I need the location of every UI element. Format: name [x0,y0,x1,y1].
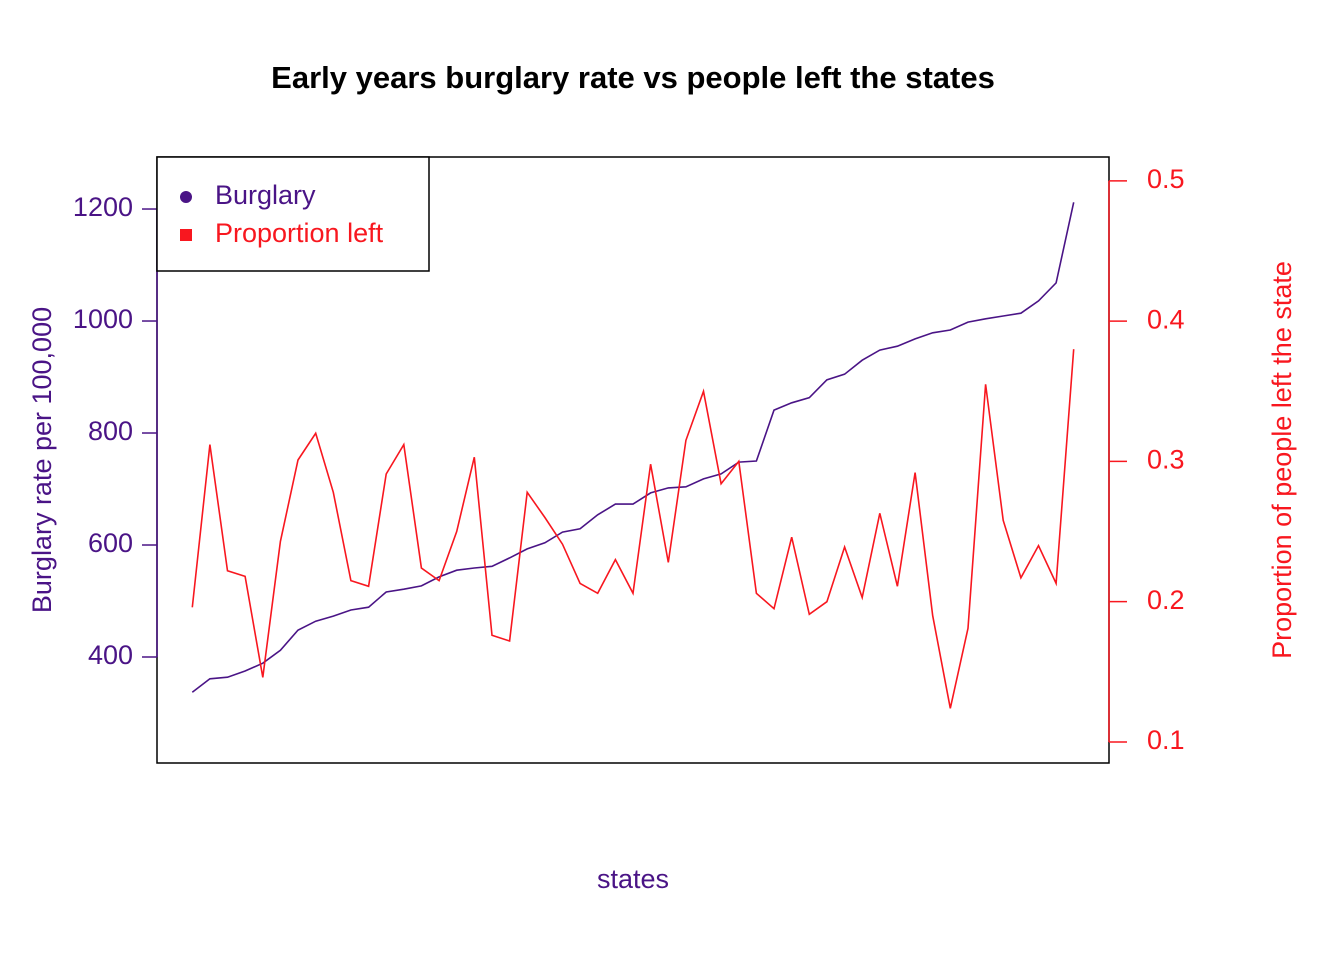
x-axis-label: states [597,864,669,894]
y-tick-label: 1000 [73,304,133,334]
y2-axis-label: Proportion of people left the state [1267,261,1297,659]
y-tick-label: 800 [88,416,133,446]
y2-tick-label: 0.1 [1147,725,1185,755]
y-tick-label: 1200 [73,192,133,222]
legend-box [156,156,430,272]
series-line [191,202,1075,693]
legend-label: Proportion left [215,218,384,248]
legend-marker [180,191,192,203]
y2-tick-label: 0.5 [1147,164,1185,194]
legend-label: Burglary [215,180,316,210]
y2-tick-label: 0.3 [1147,445,1185,475]
y-axis-label: Burglary rate per 100,000 [27,307,57,613]
chart-title: Early years burglary rate vs people left… [271,60,995,95]
legend-marker [180,229,192,241]
y2-tick-label: 0.2 [1147,585,1185,615]
y-tick-label: 400 [88,640,133,670]
y2-tick-label: 0.4 [1147,304,1185,334]
y-tick-label: 600 [88,528,133,558]
series-line [191,349,1075,709]
